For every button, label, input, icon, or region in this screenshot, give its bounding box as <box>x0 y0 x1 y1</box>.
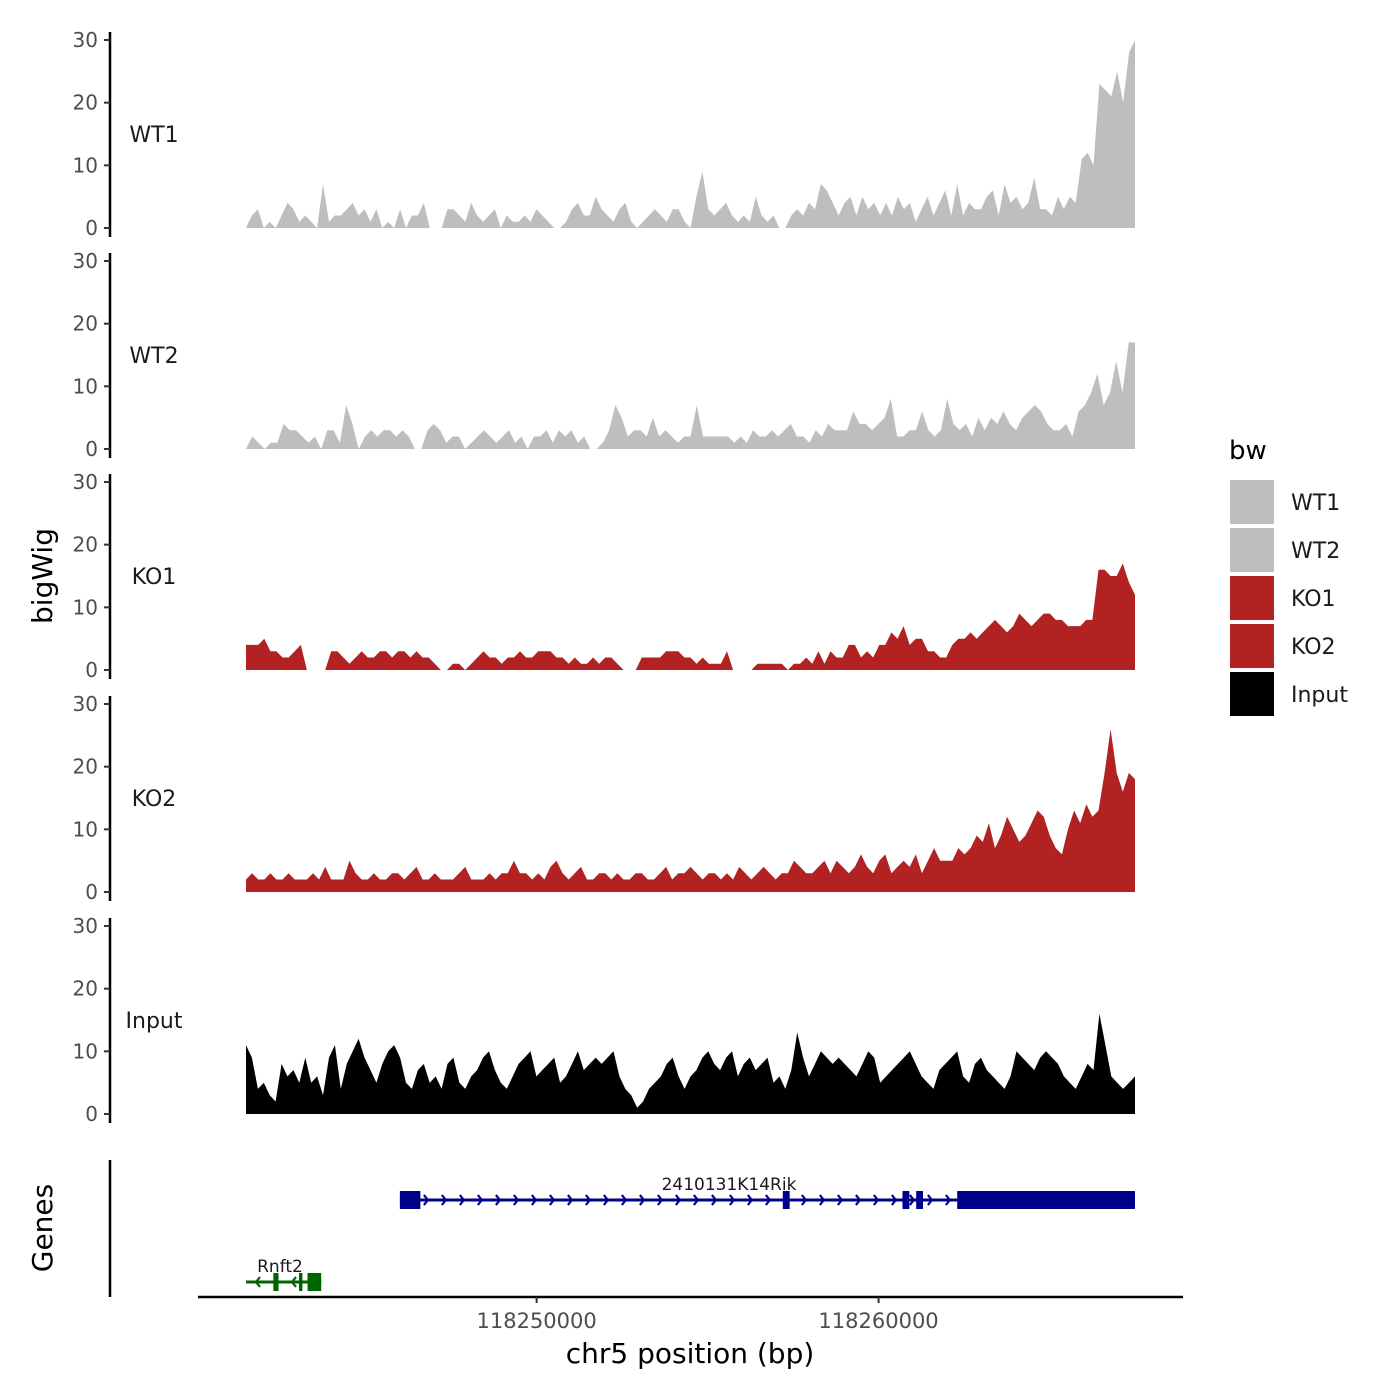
legend-swatch-ko2 <box>1230 624 1274 668</box>
strand-chevron <box>693 1194 700 1206</box>
legend-swatch-wt2 <box>1230 528 1274 572</box>
strand-chevron <box>711 1194 718 1206</box>
gene-rnft2: Rnft2 <box>246 1257 322 1291</box>
y-tick-label-ko2-10: 10 <box>73 817 98 841</box>
area-input <box>246 1013 1135 1114</box>
strand-chevron <box>254 1276 261 1288</box>
strand-chevron <box>675 1194 682 1206</box>
legend-label-input: Input <box>1291 683 1348 708</box>
strand-chevron <box>765 1194 772 1206</box>
exon-rnft2-3 <box>307 1273 322 1291</box>
y-tick-label-wt1-20: 20 <box>73 91 98 115</box>
legend-label-wt2: WT2 <box>1291 539 1340 564</box>
strand-chevron <box>873 1194 880 1206</box>
y-tick-label-ko1-30: 30 <box>73 470 98 494</box>
exon-2410131k14rik-4 <box>916 1191 924 1209</box>
track-wt1: 0 10 20 30 WT1 <box>73 28 1135 240</box>
area-ko2 <box>246 729 1135 892</box>
strand-chevron <box>513 1194 520 1206</box>
track-label-wt1: WT1 <box>129 123 178 148</box>
legend-swatch-input <box>1230 672 1274 716</box>
y-tick-label-wt1-30: 30 <box>73 28 98 52</box>
strand-chevron <box>290 1276 297 1288</box>
strand-chevron <box>423 1194 430 1206</box>
strand-chevron <box>747 1194 754 1206</box>
exon-2410131k14rik-2 <box>782 1191 790 1209</box>
track-wt2: 0 10 20 30 WT2 <box>73 249 1135 461</box>
y-tick-label-wt2-10: 10 <box>73 374 98 398</box>
strand-chevron <box>927 1194 934 1206</box>
gene-track: 2410131K14Rik Rnft2 <box>108 1160 1135 1297</box>
strand-chevron <box>837 1194 844 1206</box>
y-tick-label-ko1-0: 0 <box>85 658 98 682</box>
track-panels: 0 10 20 30 WT1 0 10 20 30 WT2 0 10 20 30 KO1 0 10 20 30 KO2… <box>73 28 1135 1126</box>
y-axis-title: bigWig <box>26 528 59 624</box>
track-input: 0 10 20 30 Input <box>73 914 1135 1126</box>
legend-label-ko2: KO2 <box>1291 635 1336 660</box>
y-tick-label-input-20: 20 <box>73 977 98 1001</box>
strand-chevron <box>657 1194 664 1206</box>
track-label-wt2: WT2 <box>129 344 178 369</box>
y-tick-label-ko1-10: 10 <box>73 595 98 619</box>
y-tick-label-input-30: 30 <box>73 914 98 938</box>
exon-2410131k14rik-5 <box>957 1191 1135 1209</box>
track-label-input: Input <box>126 1009 183 1034</box>
strand-chevron <box>729 1194 736 1206</box>
track-label-ko2: KO2 <box>132 787 177 812</box>
legend-swatch-ko1 <box>1230 576 1274 620</box>
exon-2410131k14rik-3 <box>902 1191 910 1209</box>
gene-2410131k14rik: 2410131K14Rik <box>399 1175 1135 1209</box>
area-wt1 <box>246 40 1135 228</box>
y-tick-label-input-0: 0 <box>85 1102 98 1126</box>
strand-chevron <box>639 1194 646 1206</box>
gene-label-2410131k14rik: 2410131K14Rik <box>662 1175 797 1195</box>
strand-chevron <box>855 1194 862 1206</box>
area-wt2 <box>246 342 1135 449</box>
strand-chevron <box>567 1194 574 1206</box>
y-tick-label-wt1-0: 0 <box>85 216 98 240</box>
y-tick-label-wt2-0: 0 <box>85 437 98 461</box>
strand-chevron <box>603 1194 610 1206</box>
strand-chevron <box>909 1194 916 1206</box>
strand-chevron <box>459 1194 466 1206</box>
x-axis-ticks: 118250000 118260000 <box>477 1297 939 1333</box>
track-ko2: 0 10 20 30 KO2 <box>73 692 1135 904</box>
y-tick-label-ko2-20: 20 <box>73 755 98 779</box>
strand-chevron <box>549 1194 556 1206</box>
legend-label-wt1: WT1 <box>1291 491 1340 516</box>
legend: WT1 WT2 KO1 KO2 Input <box>1230 480 1348 716</box>
strand-chevron <box>891 1194 898 1206</box>
exon-rnft2-1 <box>273 1273 279 1291</box>
y-tick-label-wt2-20: 20 <box>73 312 98 336</box>
x-tick-label-118260000: 118260000 <box>818 1309 938 1333</box>
strand-chevron <box>531 1194 538 1206</box>
y-tick-label-ko2-0: 0 <box>85 880 98 904</box>
strand-chevron <box>819 1194 826 1206</box>
strand-chevron <box>621 1194 628 1206</box>
strand-chevron <box>585 1194 592 1206</box>
y-tick-label-ko2-30: 30 <box>73 692 98 716</box>
y-tick-label-wt1-10: 10 <box>73 153 98 177</box>
y-tick-label-wt2-30: 30 <box>73 249 98 273</box>
track-label-ko1: KO1 <box>132 565 177 590</box>
y-tick-label-ko1-20: 20 <box>73 533 98 557</box>
strand-chevron <box>495 1194 502 1206</box>
x-axis-title: chr5 position (bp) <box>566 1337 815 1370</box>
strand-chevron <box>801 1194 808 1206</box>
area-ko1 <box>246 563 1135 670</box>
x-tick-label-118250000: 118250000 <box>477 1309 597 1333</box>
exon-2410131k14rik-1 <box>399 1191 421 1209</box>
gene-label-rnft2: Rnft2 <box>257 1257 303 1277</box>
y-tick-label-input-10: 10 <box>73 1039 98 1063</box>
genes-axis-title: Genes <box>26 1184 59 1272</box>
legend-title: bw <box>1229 436 1267 466</box>
track-ko1: 0 10 20 30 KO1 <box>73 470 1135 682</box>
strand-chevron <box>945 1194 952 1206</box>
exon-rnft2-2 <box>298 1273 303 1291</box>
strand-chevron <box>477 1194 484 1206</box>
strand-chevron <box>441 1194 448 1206</box>
legend-label-ko1: KO1 <box>1291 587 1336 612</box>
legend-swatch-wt1 <box>1230 480 1274 524</box>
